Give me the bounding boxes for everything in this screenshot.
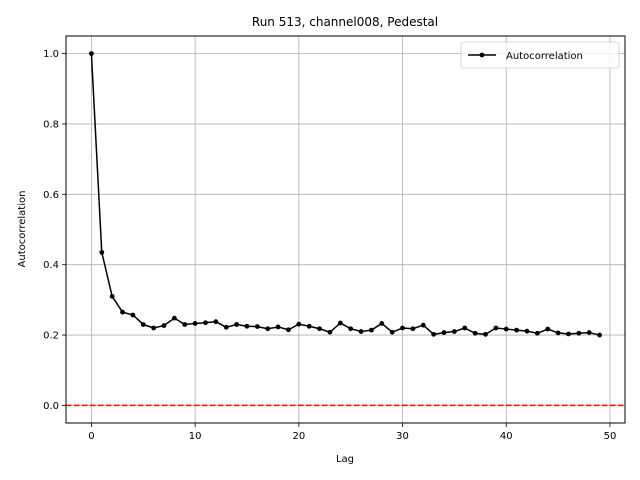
y-tick-label: 0.8	[43, 119, 59, 130]
data-point	[213, 319, 219, 325]
data-point	[369, 327, 374, 333]
data-point	[254, 324, 260, 330]
data-point	[348, 326, 354, 332]
data-point	[514, 327, 520, 333]
x-tick-label: 50	[604, 431, 617, 442]
data-point	[576, 330, 582, 336]
legend: Autocorrelation	[460, 41, 620, 69]
y-tick-label: 0.4	[43, 260, 59, 271]
x-tick-label: 30	[396, 431, 409, 442]
chart-title: Run 513, channel008, Pedestal	[252, 15, 438, 29]
legend-marker	[479, 52, 485, 58]
data-point	[151, 325, 157, 331]
data-point	[524, 328, 530, 334]
x-tick-label: 20	[292, 431, 305, 442]
y-tick-label: 1.0	[43, 49, 59, 60]
data-point	[130, 312, 136, 318]
data-point	[223, 324, 229, 330]
data-point	[566, 331, 571, 337]
data-point	[441, 330, 447, 335]
data-point	[597, 332, 602, 338]
data-point	[203, 320, 208, 326]
data-point	[171, 315, 177, 321]
data-point	[182, 322, 188, 327]
x-tick-label: 40	[500, 431, 513, 442]
data-point	[327, 329, 333, 335]
data-point	[472, 330, 478, 336]
data-point	[503, 326, 509, 332]
plot-frame	[65, 35, 626, 424]
data-point	[431, 331, 437, 337]
data-point	[244, 323, 250, 329]
data-point	[358, 329, 364, 334]
ticks: 0 10 20 30 40 50 0.0 0.2 0.4 0.6 0.8 1.0	[43, 49, 616, 442]
data-point	[192, 321, 198, 326]
data-point	[317, 326, 322, 332]
data-point	[306, 323, 312, 329]
data-point	[389, 329, 395, 335]
data-point	[337, 320, 343, 326]
legend-box	[460, 41, 620, 69]
data-point	[400, 325, 405, 331]
data-point	[120, 309, 125, 315]
y-tick-label: 0.0	[43, 401, 59, 412]
series-layer	[89, 51, 602, 338]
data-point	[161, 323, 167, 328]
data-point	[296, 321, 302, 327]
data-point	[234, 322, 240, 327]
data-point	[379, 321, 385, 326]
data-point	[493, 325, 499, 331]
data-point	[275, 324, 281, 330]
data-point	[99, 249, 105, 255]
data-point	[462, 325, 468, 331]
data-point	[586, 330, 592, 335]
y-axis-label: Autocorrelation	[17, 191, 28, 268]
data-point	[410, 326, 416, 332]
x-tick-label: 10	[189, 431, 202, 442]
y-tick-label: 0.6	[43, 190, 59, 201]
data-point	[555, 330, 561, 336]
data-point	[451, 329, 457, 334]
data-point	[89, 51, 94, 56]
x-tick-label: 0	[88, 431, 94, 442]
legend-label: Autocorrelation	[506, 51, 583, 62]
data-point	[483, 331, 488, 337]
data-point	[545, 326, 551, 332]
y-tick-label: 0.2	[43, 331, 59, 342]
data-point	[286, 327, 291, 333]
x-axis-label: Lag	[336, 454, 354, 465]
data-point	[534, 330, 540, 336]
data-point	[265, 326, 271, 332]
data-point	[140, 322, 146, 327]
data-point	[109, 293, 115, 299]
data-point	[420, 322, 426, 328]
